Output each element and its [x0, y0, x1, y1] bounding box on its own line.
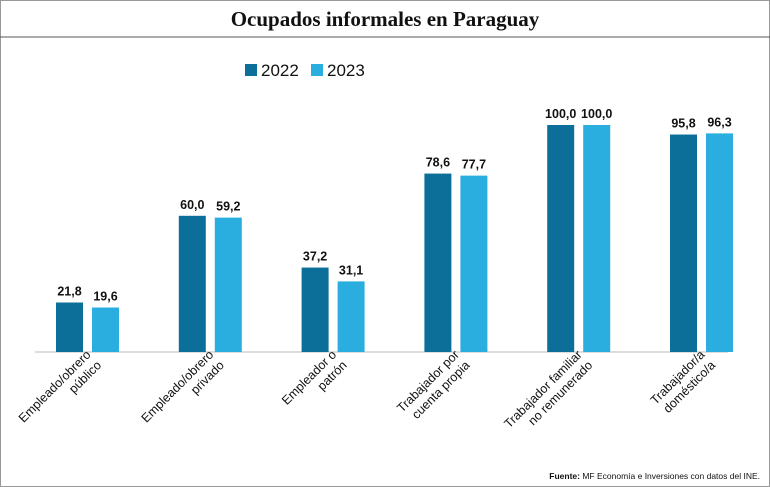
source-label: Fuente:: [549, 471, 580, 481]
legend-label: 2022: [261, 61, 299, 80]
value-label: 19,6: [93, 290, 117, 304]
bar: [583, 125, 611, 352]
value-label: 77,7: [462, 158, 486, 172]
value-label: 60,0: [180, 198, 204, 212]
bar: [178, 215, 206, 352]
value-label: 59,2: [216, 200, 240, 214]
legend-swatch: [311, 64, 323, 76]
legend-label: 2023: [327, 61, 365, 80]
bar: [301, 267, 329, 352]
value-label: 100,0: [581, 107, 612, 121]
source-text: MF Economía e Inversiones con datos del …: [582, 471, 760, 481]
legend-swatch: [245, 64, 257, 76]
value-label: 95,8: [671, 117, 695, 131]
bar: [547, 125, 575, 352]
bar: [424, 173, 452, 352]
bar: [92, 307, 119, 352]
value-label: 100,0: [545, 107, 576, 121]
bar: [337, 281, 365, 352]
bar: [670, 134, 697, 352]
bar: [706, 133, 733, 352]
bar: [214, 217, 242, 352]
chart-title: Ocupados informales en Paraguay: [231, 7, 540, 31]
value-label: 96,3: [707, 115, 731, 129]
value-label: 31,1: [339, 263, 363, 277]
bar: [56, 302, 83, 352]
value-label: 37,2: [303, 250, 327, 264]
bar: [460, 175, 488, 352]
value-label: 21,8: [57, 285, 81, 299]
value-label: 78,6: [426, 156, 450, 170]
source-note: Fuente: MF Economía e Inversiones con da…: [549, 471, 760, 481]
